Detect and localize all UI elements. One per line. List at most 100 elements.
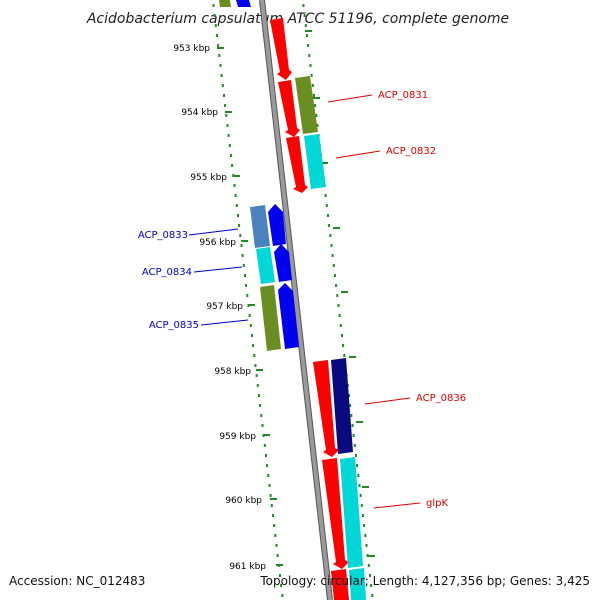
guide-dot <box>336 294 339 297</box>
tick-959: 959 kbp <box>219 432 270 442</box>
gene-label-acp0833: ACP_0833 <box>138 230 188 241</box>
guide-dot <box>338 314 341 317</box>
guide-dot <box>330 244 333 247</box>
guide-dot <box>269 494 272 497</box>
guide-dot <box>221 84 224 87</box>
guide-dot <box>324 194 327 197</box>
accession-label: Accession: NC_012483 <box>9 574 146 588</box>
guide-dot <box>303 14 306 17</box>
gene-arrow-red <box>286 136 308 193</box>
guide-dot <box>349 404 352 407</box>
guide-dot <box>359 494 362 497</box>
tick-956: 956 kbp <box>199 238 248 248</box>
backbone <box>259 0 333 600</box>
gene-label-glpk: glpK <box>426 498 448 509</box>
guide-dot <box>328 224 331 227</box>
gene-stub-olive <box>219 0 231 7</box>
guide-dot <box>226 124 229 127</box>
guide-dot <box>309 64 312 67</box>
gene-label-acp0832: ACP_0832 <box>386 146 436 157</box>
tick-label: 955 kbp <box>190 173 227 183</box>
guide-dot <box>343 354 346 357</box>
guide-dot <box>246 294 249 297</box>
guide-dot <box>311 84 314 87</box>
guide-dot <box>315 114 318 117</box>
guide-dot <box>355 454 357 457</box>
guide-dot <box>316 124 319 127</box>
gene-stub-blue <box>236 0 251 7</box>
gene-features <box>219 0 366 600</box>
guide-dot <box>364 534 367 537</box>
guide-dot <box>244 274 246 277</box>
tick-group: 953 kbp 954 kbp 955 kbp 956 kbp 957 kbp … <box>173 44 283 572</box>
guide-dot <box>302 4 305 7</box>
guide-dot <box>256 384 259 387</box>
guide-dot <box>228 144 231 147</box>
guide-dot <box>331 254 334 257</box>
guide-dot <box>337 304 340 307</box>
guide-dot <box>268 484 271 487</box>
guide-dot <box>227 134 230 137</box>
guide-dot <box>362 514 364 517</box>
guide-dot <box>219 64 222 67</box>
guide-dot <box>241 254 244 257</box>
guide-dot <box>356 464 359 467</box>
label-leader <box>327 94 373 103</box>
guide-dot <box>259 404 262 407</box>
guide-dot <box>258 394 260 397</box>
guide-dot <box>248 314 251 317</box>
gene-label-acp0834: ACP_0834 <box>142 267 192 278</box>
tick-label: 956 kbp <box>199 238 236 248</box>
guide-dot <box>230 154 232 157</box>
guide-dot <box>352 434 355 437</box>
tick-label: 953 kbp <box>173 44 210 54</box>
tick-961: 961 kbp <box>229 562 283 572</box>
gene-arrow-red <box>270 18 292 80</box>
guide-dot <box>223 94 225 97</box>
gene-arrow-red <box>322 458 349 569</box>
guide-dot <box>348 394 350 397</box>
gene-cyan <box>340 457 363 568</box>
guide-dot <box>310 74 313 77</box>
label-leader <box>193 266 243 273</box>
genome-summary: Topology: circular; Length: 4,127,356 bp… <box>260 574 590 588</box>
guide-dot <box>272 514 274 517</box>
guide-dot <box>266 464 269 467</box>
guide-dot <box>234 194 237 197</box>
tick-label: 958 kbp <box>214 367 251 377</box>
gene-arrow-red <box>313 360 339 457</box>
guide-dot <box>365 544 368 547</box>
guide-dot <box>212 4 215 7</box>
guide-dot <box>342 344 345 347</box>
guide-dot <box>360 504 363 507</box>
guide-dot <box>216 34 218 37</box>
guide-dot <box>220 74 223 77</box>
guide-dot <box>306 34 308 37</box>
guide-dot <box>353 444 356 447</box>
guide-dot <box>358 484 361 487</box>
tick-label: 960 kbp <box>225 496 262 506</box>
guide-dot <box>217 44 220 47</box>
guide-dot <box>218 54 221 57</box>
guide-dot <box>325 204 328 207</box>
guide-dot <box>371 594 374 597</box>
guide-dot <box>265 454 267 457</box>
guide-dot <box>281 594 284 597</box>
guide-dot <box>341 334 343 337</box>
guide-dot <box>304 24 307 27</box>
guide-dot <box>214 24 217 27</box>
gene-arrow-blue <box>278 283 299 349</box>
gene-olive <box>260 285 281 351</box>
guide-dot <box>314 104 317 107</box>
guide-dot <box>263 444 266 447</box>
guide-dot <box>329 234 332 237</box>
guide-dot <box>369 574 371 577</box>
gene-label-acp0835: ACP_0835 <box>149 320 199 331</box>
tick-label: 957 kbp <box>206 302 243 312</box>
guide-dot <box>225 114 228 117</box>
guide-dot <box>357 474 360 477</box>
gene-steelblue <box>250 205 270 248</box>
guide-dot <box>253 354 256 357</box>
guide-dot <box>233 184 236 187</box>
label-leader <box>200 319 249 326</box>
